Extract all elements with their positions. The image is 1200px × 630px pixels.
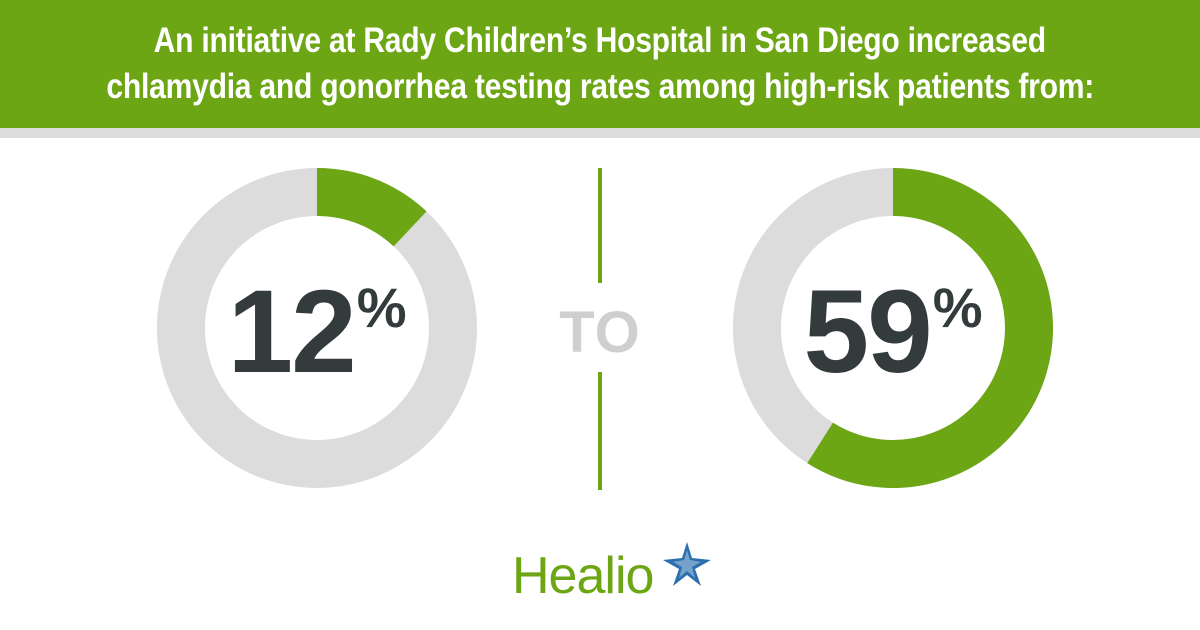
header-banner: An initiative at Rady Children’s Hospita… (0, 0, 1200, 128)
donut-svg-after (733, 168, 1053, 488)
donut-svg-before (157, 168, 477, 488)
divider-line-top (598, 168, 602, 283)
value-after: 59 (803, 266, 932, 398)
banner-divider (0, 128, 1200, 138)
donut-chart-before: 12 % (157, 168, 477, 488)
percent-label-before: 12 % (157, 168, 477, 488)
divider-line-bottom (598, 372, 602, 490)
donut-arc-before (316, 168, 427, 247)
value-before: 12 (227, 266, 356, 398)
healio-logo: Healio (512, 540, 722, 610)
donut-chart-after: 59 % (733, 168, 1053, 488)
unit-before: % (356, 276, 407, 339)
unit-after: % (932, 276, 983, 339)
donut-arc-after (807, 168, 1053, 488)
star-icon (663, 542, 711, 586)
logo-wordmark: Healio (512, 547, 654, 605)
percent-label-after: 59 % (733, 168, 1053, 488)
headline-line-2: chlamydia and gonorrhea testing rates am… (106, 67, 1094, 106)
headline-line-1: An initiative at Rady Children’s Hospita… (153, 21, 1047, 60)
to-label: TO (559, 299, 641, 365)
